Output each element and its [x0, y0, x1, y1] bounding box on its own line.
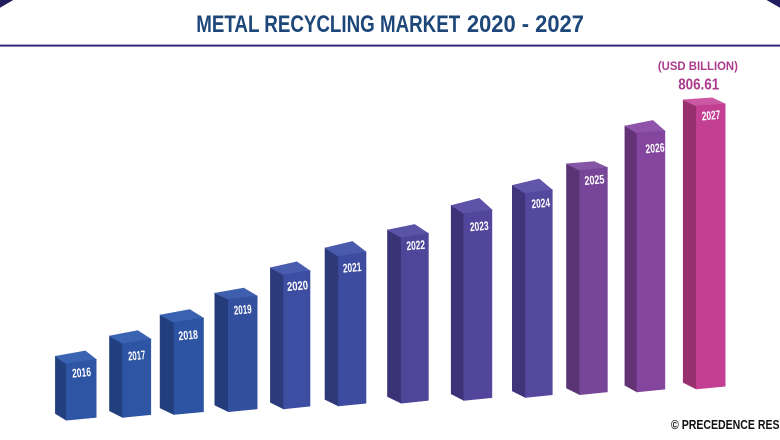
- svg-text:2024: 2024: [531, 196, 551, 212]
- svg-text:2017: 2017: [128, 348, 146, 363]
- svg-text:2020: 2020: [286, 278, 308, 294]
- svg-text:2020 - 2027: 2020 - 2027: [467, 11, 584, 38]
- svg-text:2022: 2022: [406, 238, 426, 254]
- svg-text:2023: 2023: [469, 219, 489, 235]
- svg-text:2021: 2021: [342, 260, 362, 276]
- svg-text:2025: 2025: [584, 172, 605, 188]
- svg-text:(USD BILLION): (USD BILLION): [658, 61, 738, 73]
- svg-text:2026: 2026: [645, 141, 665, 157]
- svg-text:2016: 2016: [72, 365, 92, 381]
- svg-text:© PRECEDENCE RESEARCH: © PRECEDENCE RESEARCH: [671, 417, 780, 432]
- svg-text:2018: 2018: [178, 328, 199, 344]
- svg-text:METAL RECYCLING MARKET: METAL RECYCLING MARKET: [196, 11, 460, 38]
- svg-text:806.61: 806.61: [678, 76, 719, 93]
- svg-text:2019: 2019: [233, 302, 252, 318]
- svg-text:2027: 2027: [701, 108, 721, 124]
